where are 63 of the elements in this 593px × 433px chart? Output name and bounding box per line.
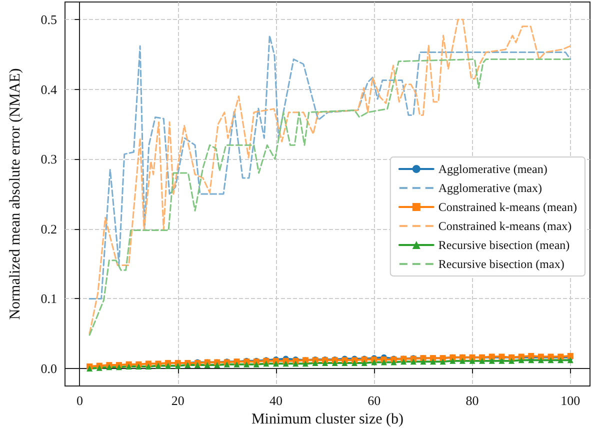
x-tick-label: 20 bbox=[171, 393, 184, 408]
y-axis-title: Normalized mean absolute error (NMAE) bbox=[8, 68, 24, 320]
x-tick-label: 100 bbox=[560, 393, 580, 408]
x-tick-label: 80 bbox=[466, 393, 479, 408]
point bbox=[361, 360, 368, 366]
y-tick-label: 0.5 bbox=[40, 12, 57, 27]
y-tick-label: 0.0 bbox=[40, 361, 57, 376]
point bbox=[194, 362, 200, 368]
x-tick-label: 0 bbox=[76, 393, 83, 408]
point bbox=[518, 357, 524, 364]
point bbox=[440, 358, 446, 365]
y-tick-label: 0.4 bbox=[40, 82, 58, 97]
legend-label: Agglomerative (mean) bbox=[438, 162, 548, 176]
point bbox=[184, 362, 191, 368]
point bbox=[371, 359, 378, 366]
point bbox=[488, 358, 495, 364]
point bbox=[263, 360, 270, 367]
y-tick-label: 0.1 bbox=[40, 291, 57, 306]
point bbox=[410, 358, 416, 365]
point bbox=[380, 359, 387, 366]
point bbox=[459, 358, 466, 364]
x-tick-label: 40 bbox=[269, 393, 282, 408]
legend-label: Constrained k-means (mean) bbox=[438, 200, 578, 214]
point bbox=[548, 357, 554, 364]
point bbox=[272, 360, 279, 367]
x-tick-label: 60 bbox=[368, 393, 381, 408]
point bbox=[538, 357, 544, 364]
point bbox=[174, 362, 181, 369]
point bbox=[351, 360, 358, 366]
point bbox=[469, 358, 476, 364]
point bbox=[214, 362, 220, 368]
point bbox=[450, 358, 456, 364]
point bbox=[165, 362, 172, 369]
legend-label: Agglomerative (max) bbox=[438, 181, 542, 195]
point bbox=[479, 358, 486, 364]
x-axis-title: Minimum cluster size (b) bbox=[251, 411, 404, 428]
legend-label: Constrained k-means (max) bbox=[438, 219, 572, 233]
y-tick-label: 0.3 bbox=[40, 152, 57, 167]
point bbox=[234, 361, 240, 368]
point bbox=[567, 357, 574, 364]
point bbox=[342, 360, 348, 366]
legend-label: Recursive bisection (max) bbox=[438, 257, 564, 271]
point bbox=[420, 358, 426, 365]
point bbox=[390, 359, 397, 366]
legend-label: Recursive bisection (mean) bbox=[438, 238, 570, 252]
point bbox=[282, 360, 289, 367]
point bbox=[322, 360, 328, 366]
point bbox=[528, 357, 534, 364]
point bbox=[145, 363, 152, 370]
point bbox=[332, 360, 338, 366]
point bbox=[253, 361, 260, 368]
point bbox=[558, 357, 564, 364]
point bbox=[498, 358, 505, 364]
point bbox=[244, 361, 250, 368]
y-tick-label: 0.2 bbox=[40, 221, 57, 236]
point bbox=[302, 360, 308, 367]
point bbox=[312, 360, 318, 366]
point bbox=[508, 358, 514, 364]
point bbox=[292, 360, 299, 367]
point bbox=[400, 358, 407, 365]
point bbox=[430, 358, 436, 365]
point bbox=[86, 366, 93, 372]
point bbox=[204, 362, 210, 368]
